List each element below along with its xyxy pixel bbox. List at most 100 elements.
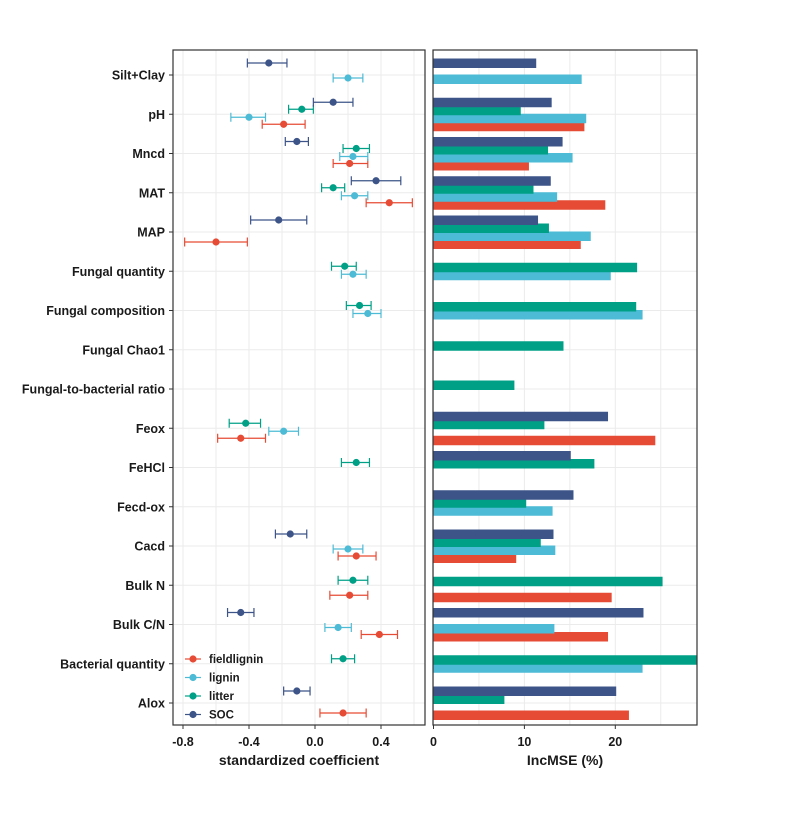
bar-SOC xyxy=(433,137,563,147)
bar-litter xyxy=(433,498,527,508)
point-fieldlignin xyxy=(319,708,367,718)
point-marker xyxy=(329,184,337,192)
bar-litter xyxy=(433,223,549,233)
bar-lignin xyxy=(433,545,556,555)
category-label: Bacterial quantity xyxy=(60,657,165,671)
bar-litter xyxy=(433,262,638,273)
bar-litter xyxy=(433,459,595,469)
point-fieldlignin xyxy=(329,590,369,600)
point-marker xyxy=(237,608,245,617)
bar-SOC xyxy=(433,490,574,500)
bar-lignin xyxy=(433,231,591,241)
bar-SOC xyxy=(433,176,551,186)
category-label: Fecd-ox xyxy=(117,500,165,514)
left-panel-points xyxy=(184,58,413,718)
category-label: Silt+Clay xyxy=(112,69,165,83)
bar-lignin xyxy=(433,506,553,516)
point-lignin xyxy=(324,623,352,632)
point-SOC xyxy=(284,137,309,146)
bar-lignin xyxy=(433,310,643,320)
right-x-axis-title: IncMSE (%) xyxy=(527,752,603,768)
point-fieldlignin xyxy=(261,119,306,129)
point-marker xyxy=(341,262,349,270)
bar-SOC xyxy=(433,686,617,696)
x-tick-label: -0.8 xyxy=(172,735,194,749)
legend-marker xyxy=(189,710,197,719)
point-SOC xyxy=(246,58,288,68)
point-marker xyxy=(334,623,342,632)
point-marker xyxy=(298,105,306,113)
category-label: FeHCl xyxy=(129,461,165,475)
legend-item-litter: litter xyxy=(185,691,234,703)
point-marker xyxy=(344,74,352,82)
point-SOC xyxy=(312,97,354,107)
x-tick-label: 20 xyxy=(608,735,622,749)
category-label: Bulk N xyxy=(125,579,165,593)
point-marker xyxy=(293,137,301,146)
bar-lignin xyxy=(433,74,582,84)
point-marker xyxy=(349,576,357,584)
point-SOC xyxy=(283,686,311,696)
point-fieldlignin xyxy=(217,433,267,443)
point-SOC xyxy=(226,608,255,617)
point-marker xyxy=(385,199,393,207)
point-marker xyxy=(237,434,245,442)
bar-SOC xyxy=(433,451,571,461)
bar-litter xyxy=(433,341,564,351)
bar-lignin xyxy=(433,113,587,124)
point-marker xyxy=(355,301,364,310)
left-x-axis-title: standardized coefficient xyxy=(219,752,380,768)
bar-fieldlignin xyxy=(433,161,529,171)
point-marker xyxy=(329,98,337,106)
bar-fieldlignin xyxy=(433,121,585,132)
point-litter xyxy=(342,144,371,153)
category-label: Fungal Chao1 xyxy=(82,343,165,357)
bar-litter xyxy=(433,655,697,665)
point-fieldlignin xyxy=(337,551,377,561)
point-litter xyxy=(288,104,314,114)
x-tick-label: 0 xyxy=(430,735,437,749)
point-litter xyxy=(330,261,357,271)
bar-lignin xyxy=(433,624,555,634)
bar-fieldlignin xyxy=(433,200,606,210)
point-marker xyxy=(372,177,380,185)
point-litter xyxy=(321,183,346,193)
point-marker xyxy=(352,552,360,560)
left-x-ticks: -0.8 -0.4 0.0 0.4 xyxy=(172,725,390,749)
point-marker xyxy=(352,144,360,153)
bar-fieldlignin xyxy=(433,435,656,446)
point-lignin xyxy=(352,309,382,318)
bar-fieldlignin xyxy=(433,239,581,249)
point-fieldlignin xyxy=(332,159,369,168)
left-panel-grid xyxy=(173,50,425,725)
legend-marker xyxy=(189,673,197,682)
point-fieldlignin xyxy=(360,630,399,639)
point-lignin xyxy=(340,191,369,201)
legend-label: fieldlignin xyxy=(209,654,263,666)
point-marker xyxy=(293,687,301,695)
point-SOC xyxy=(274,529,308,539)
bar-SOC xyxy=(433,97,552,108)
point-marker xyxy=(242,419,250,427)
bar-litter xyxy=(433,419,545,430)
legend-item-fieldlignin: fieldlignin xyxy=(185,654,263,666)
point-SOC xyxy=(250,215,308,225)
category-label: Fungal quantity xyxy=(72,265,165,279)
point-marker xyxy=(339,709,347,717)
point-lignin xyxy=(339,152,369,161)
point-marker xyxy=(349,152,357,161)
category-label: Feox xyxy=(136,422,165,436)
category-label: MAT xyxy=(139,186,166,200)
point-marker xyxy=(346,159,354,168)
point-marker xyxy=(245,113,253,121)
point-marker xyxy=(349,270,357,278)
legend-item-SOC: SOC xyxy=(185,710,234,722)
bar-fieldlignin xyxy=(433,553,517,563)
point-lignin xyxy=(230,112,267,122)
bar-litter xyxy=(433,694,505,704)
point-marker xyxy=(280,120,288,128)
point-litter xyxy=(330,654,356,664)
category-label: Fungal composition xyxy=(46,304,165,318)
point-litter xyxy=(337,575,369,585)
